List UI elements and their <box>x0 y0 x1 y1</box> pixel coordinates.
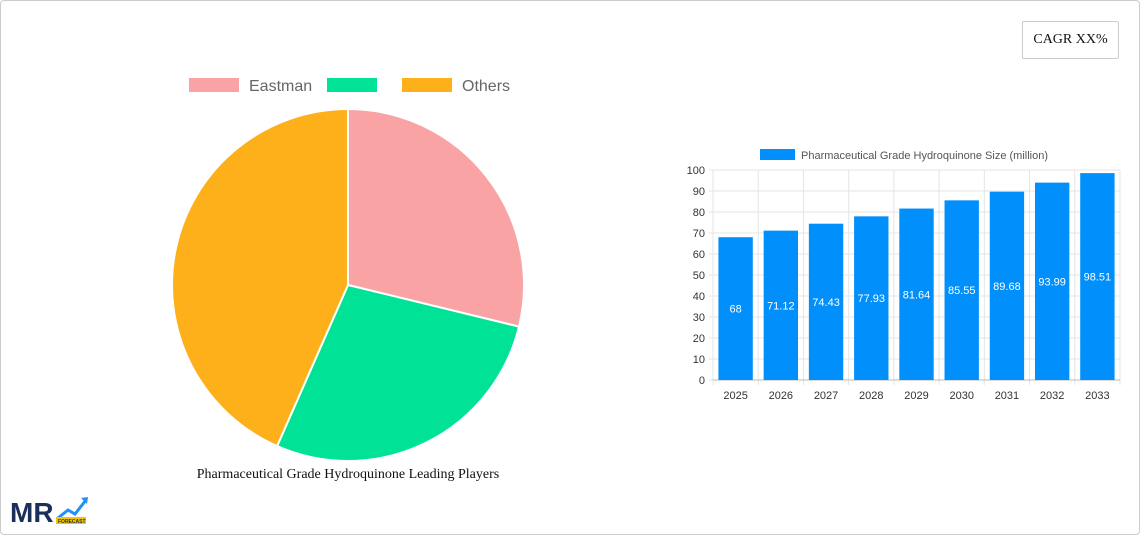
x-tick-label: 2027 <box>814 390 838 402</box>
data-label: 89.68 <box>993 281 1021 293</box>
y-tick-label: 100 <box>687 165 705 177</box>
y-tick-label: 0 <box>699 375 705 387</box>
y-tick-label: 70 <box>693 228 705 240</box>
legend-label: Pharmaceutical Grade Hydroquinone Size (… <box>801 150 1048 162</box>
x-tick-label: 2029 <box>904 390 928 402</box>
data-label: 77.93 <box>858 293 886 305</box>
y-tick-label: 30 <box>693 312 705 324</box>
x-tick-label: 2030 <box>949 390 973 402</box>
legend-label: Others <box>462 78 510 95</box>
mr-forecast-logo: MR FORECAST <box>10 497 88 528</box>
pie-slice <box>275 283 521 462</box>
pie-title: Pharmaceutical Grade Hydroquinone Leadin… <box>196 467 500 482</box>
bar <box>899 208 934 380</box>
pie-slice <box>171 107 349 448</box>
y-tick-label: 90 <box>693 186 705 198</box>
y-tick-label: 20 <box>693 333 705 345</box>
legend-label: Eastman <box>249 78 312 95</box>
x-tick-label: 2028 <box>859 390 883 402</box>
data-label: 93.99 <box>1038 276 1066 288</box>
bar <box>944 200 979 380</box>
bar <box>808 223 844 380</box>
x-tick-label: 2025 <box>723 390 747 402</box>
bar-chart: 010203040506070809010068202571.12202674.… <box>687 149 1121 402</box>
legend-swatch <box>189 78 239 92</box>
bar <box>989 191 1025 380</box>
pie-chart: Eastman Others <box>171 78 525 462</box>
x-tick-label: 2032 <box>1040 390 1064 402</box>
data-label: 71.12 <box>767 300 795 312</box>
y-tick-label: 60 <box>693 249 705 261</box>
data-label: 81.64 <box>903 289 931 301</box>
legend-swatch <box>760 149 795 160</box>
data-label: 68 <box>729 304 741 316</box>
bar <box>1034 182 1070 380</box>
y-tick-label: 10 <box>693 354 705 366</box>
bar <box>1080 173 1115 380</box>
y-tick-label: 50 <box>693 270 705 282</box>
bar <box>763 230 799 380</box>
legend-swatch <box>402 78 452 92</box>
x-tick-label: 2033 <box>1085 390 1109 402</box>
cagr-badge: CAGR XX% <box>1022 21 1119 59</box>
bar <box>854 216 889 380</box>
y-tick-label: 80 <box>693 207 705 219</box>
x-tick-label: 2026 <box>769 390 793 402</box>
bar <box>718 237 753 380</box>
data-label: 74.43 <box>812 297 840 309</box>
legend-swatch <box>327 78 377 92</box>
svg-text:FORECAST: FORECAST <box>58 519 86 525</box>
y-tick-label: 40 <box>693 291 705 303</box>
svg-text:MR: MR <box>10 497 54 528</box>
data-label: 85.55 <box>948 285 976 297</box>
pie-slice <box>347 107 525 328</box>
data-label: 98.51 <box>1084 272 1112 284</box>
x-tick-label: 2031 <box>995 390 1019 402</box>
